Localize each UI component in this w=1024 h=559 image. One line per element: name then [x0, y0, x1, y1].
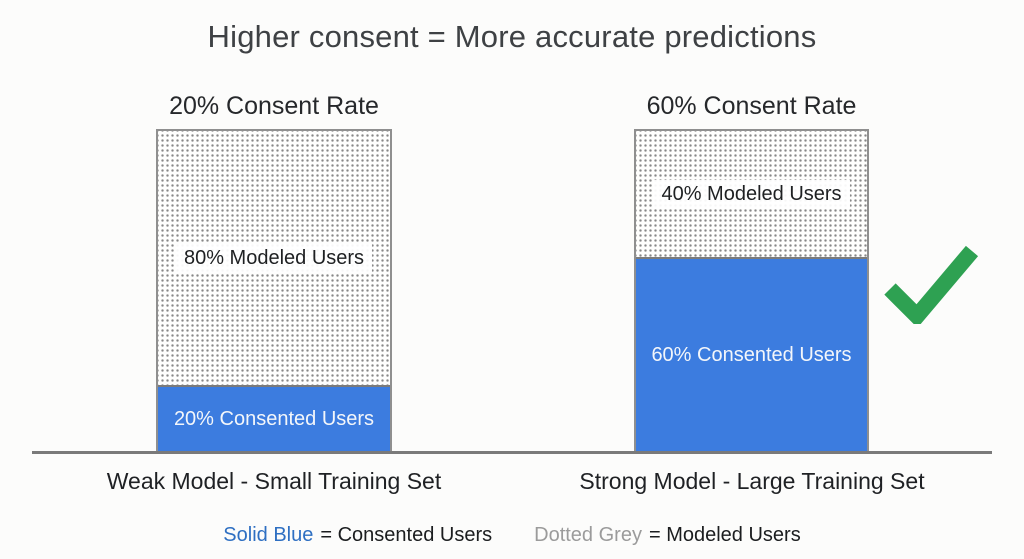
legend-item-modeled: Dotted Grey = Modeled Users [534, 524, 801, 547]
bar-segment-consented-60: 60% Consented Users [636, 259, 867, 451]
bar-segment-modeled-80: 80% Modeled Users [158, 131, 390, 387]
check-icon-stroke [884, 245, 978, 324]
baseline-axis [32, 451, 992, 454]
legend-value-consented: = Consented Users [320, 524, 493, 546]
bar-segment-label: 40% Modeled Users [653, 179, 850, 209]
bar-segment-consented-20: 20% Consented Users [158, 387, 390, 451]
check-icon [884, 245, 978, 324]
footer-label-weak-model: Weak Model - Small Training Set [106, 468, 442, 494]
bar-segment-label: 80% Modeled Users [175, 243, 373, 273]
footer-label-strong-model: Strong Model - Large Training Set [579, 468, 925, 494]
stacked-bar-60-percent: 40% Modeled Users 60% Consented Users [634, 129, 869, 451]
legend-key-dotted-grey: Dotted Grey [534, 524, 642, 546]
legend: Solid Blue = Consented Users Dotted Grey… [0, 524, 1024, 547]
legend-key-solid-blue: Solid Blue [223, 524, 314, 546]
stacked-bar-20-percent: 80% Modeled Users 20% Consented Users [156, 129, 392, 451]
column-heading-60-percent: 60% Consent Rate [646, 92, 857, 120]
bar-segment-label: 60% Consented Users [651, 343, 852, 366]
slide-title: Higher consent = More accurate predictio… [207, 19, 817, 54]
legend-item-consented: Solid Blue = Consented Users [223, 524, 492, 547]
legend-value-modeled: = Modeled Users [648, 524, 801, 546]
column-heading-20-percent: 20% Consent Rate [169, 92, 379, 120]
bar-segment-modeled-40: 40% Modeled Users [636, 131, 867, 259]
bar-segment-label: 20% Consented Users [173, 407, 375, 430]
